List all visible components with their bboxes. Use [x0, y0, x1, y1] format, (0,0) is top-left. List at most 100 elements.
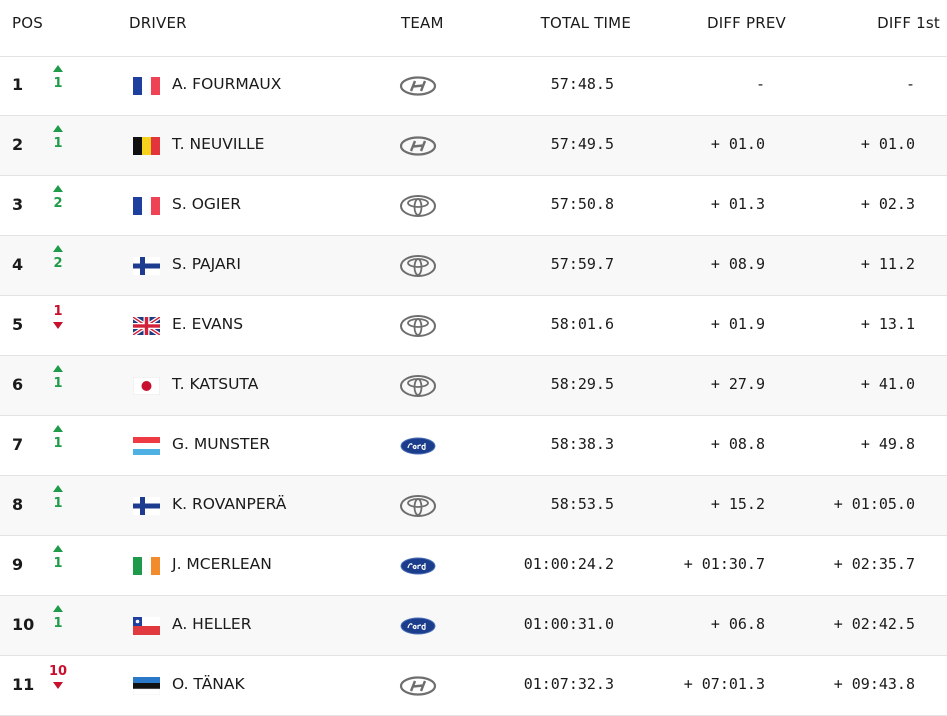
icon-part	[399, 76, 437, 96]
icon-part	[142, 557, 151, 575]
total-time: 58:38.3	[550, 435, 614, 453]
table-row: 5 1 E. EVANS 58:01.6 + 01.9 + 13.1	[0, 296, 947, 356]
total-time: 57:48.5	[550, 75, 614, 93]
flag	[133, 77, 160, 99]
flag	[133, 197, 160, 219]
change-value: 1	[53, 616, 63, 631]
icon-part	[413, 258, 423, 276]
icon-part	[413, 498, 423, 516]
driver-name: S. PAJARI	[172, 255, 241, 273]
flag-icon	[133, 137, 160, 155]
icon-part	[142, 77, 151, 95]
flag-icon	[133, 497, 160, 515]
flag-icon	[133, 557, 160, 575]
icon-part	[407, 623, 426, 630]
icon-part	[399, 136, 437, 156]
flag-icon	[133, 197, 160, 215]
diff-first: + 01.0	[860, 135, 915, 153]
driver-name: A. FOURMAUX	[172, 75, 282, 93]
flag	[133, 437, 160, 459]
team-logo	[399, 675, 437, 701]
change-arrow	[53, 485, 63, 492]
flag-icon	[133, 437, 160, 455]
position: 2	[12, 135, 24, 154]
position: 9	[12, 555, 24, 574]
total-time: 58:53.5	[550, 495, 614, 513]
position: 5	[12, 315, 24, 334]
total-time: 58:29.5	[550, 375, 614, 393]
position: 11	[12, 675, 35, 694]
driver-name: E. EVANS	[172, 315, 244, 333]
icon-part	[133, 197, 142, 215]
change-arrow	[53, 682, 63, 689]
diff-first: + 02:42.5	[833, 615, 915, 633]
diff-first: + 01:05.0	[833, 495, 915, 513]
change-value: 1	[53, 436, 63, 451]
diff-prev: + 01.3	[710, 195, 765, 213]
driver-name: G. MUNSTER	[172, 435, 271, 453]
diff-first: + 02:35.7	[833, 555, 915, 573]
position: 4	[12, 255, 24, 274]
change-value: 1	[53, 496, 63, 511]
diff-prev: + 15.2	[710, 495, 765, 513]
team-logo	[399, 195, 437, 221]
position-change: 1	[44, 304, 72, 348]
icon-part	[133, 443, 160, 449]
total-time: 58:01.6	[550, 315, 614, 333]
icon-part	[135, 619, 140, 624]
change-arrow	[53, 322, 63, 329]
team-logo	[399, 315, 437, 341]
flag	[133, 497, 160, 519]
position: 8	[12, 495, 24, 514]
icon-part	[53, 65, 63, 72]
header-cell: DIFF PREV	[706, 14, 786, 32]
icon-part	[133, 137, 142, 155]
icon-part	[53, 245, 63, 252]
driver-name: J. MCERLEAN	[172, 555, 272, 573]
team-logo-icon	[400, 495, 436, 517]
table-row: 11 10 O. TÄNAK 01:07:32.3 + 07:01.3 + 09:43.8	[0, 656, 947, 716]
change-arrow	[53, 425, 63, 432]
team-logo-icon	[399, 76, 437, 96]
icon-part	[133, 626, 160, 635]
diff-first: + 41.0	[860, 375, 915, 393]
icon-part	[133, 617, 160, 626]
diff-prev: + 06.8	[710, 615, 765, 633]
position-change: 10	[44, 664, 72, 708]
team-logo-icon	[400, 195, 436, 217]
driver-name: S. OGIER	[172, 195, 242, 213]
icon-part	[151, 137, 160, 155]
total-time: 01:00:31.0	[523, 615, 614, 633]
driver-name: O. TÄNAK	[172, 675, 245, 693]
icon-part	[409, 80, 427, 92]
team-logo-icon	[399, 676, 437, 696]
position: 1	[12, 75, 24, 94]
position-change: 1	[44, 544, 72, 588]
diff-prev: + 27.9	[710, 375, 765, 393]
icon-part	[400, 375, 436, 397]
icon-part	[407, 498, 429, 508]
change-arrow	[53, 245, 63, 252]
diff-prev: + 08.9	[710, 255, 765, 273]
diff-prev: + 01.9	[710, 315, 765, 333]
diff-first: + 13.1	[860, 315, 915, 333]
flag-icon	[131, 315, 162, 337]
icon-part	[413, 318, 423, 336]
icon-part	[141, 381, 152, 391]
icon-part	[133, 77, 142, 95]
flag-icon	[133, 257, 160, 275]
team-logo	[399, 435, 437, 461]
team-logo-icon	[400, 437, 436, 455]
icon-part	[53, 485, 63, 492]
position-change: 1	[44, 424, 72, 468]
team-logo-icon	[400, 255, 436, 277]
icon-part	[53, 365, 63, 372]
table-row: 1 1 A. FOURMAUX 57:48.5 - -	[0, 56, 947, 116]
team-logo-icon	[400, 375, 436, 397]
icon-part	[407, 443, 426, 450]
icon-part	[400, 255, 436, 277]
icon-part	[407, 258, 429, 268]
icon-part	[409, 680, 427, 692]
flag-icon	[132, 376, 161, 396]
position-change: 1	[44, 484, 72, 528]
